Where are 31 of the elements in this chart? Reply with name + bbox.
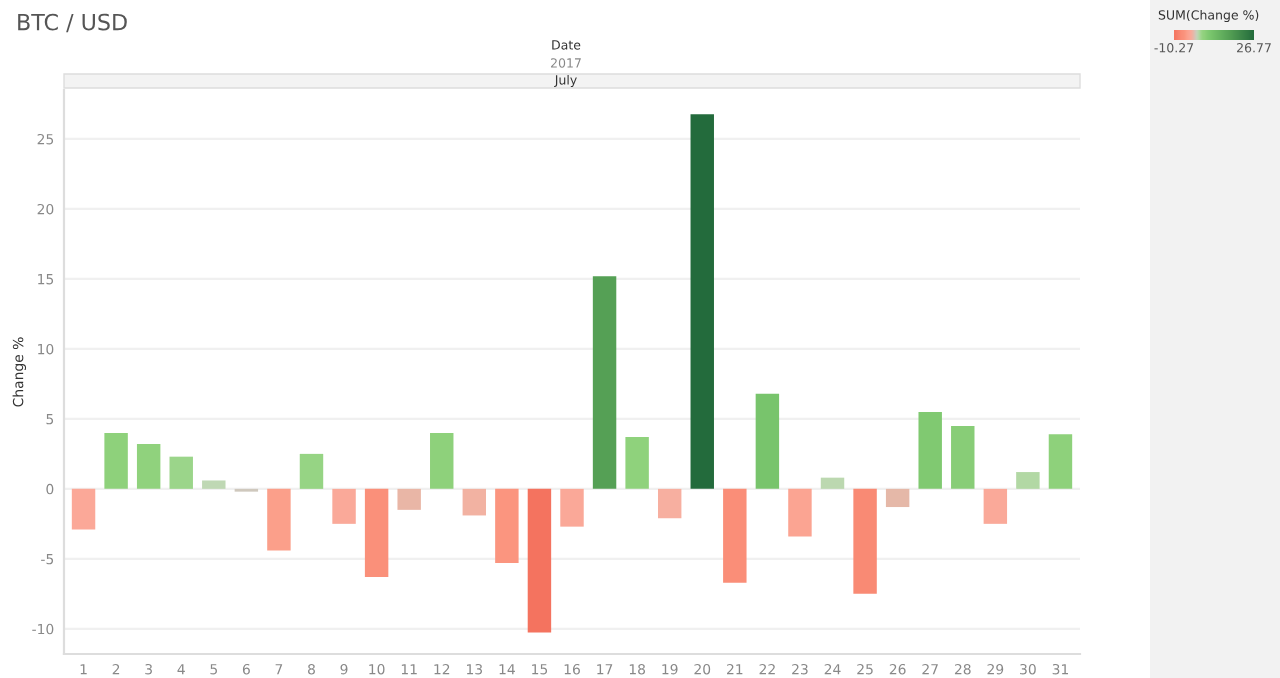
bar [723,488,747,583]
bar [299,453,324,489]
bar [364,488,389,578]
bar [267,488,291,551]
bar [690,114,714,489]
bar [951,425,975,489]
bar [397,488,421,510]
bar [332,488,356,524]
bar [1048,434,1073,489]
bar [71,488,96,530]
bar [202,480,226,489]
bar [527,488,552,633]
bar [1016,472,1040,489]
bar [560,488,584,527]
bar [918,411,942,489]
bar [169,456,193,489]
bar [495,488,519,564]
bar [592,276,617,489]
bar [104,432,128,489]
bar [788,488,812,537]
bar [820,477,845,489]
bar [625,437,649,489]
bar [657,488,682,519]
bar [462,488,487,516]
bar [983,488,1008,524]
bar [885,488,910,508]
bar [755,393,780,489]
chart-title: BTC / USD [18,13,127,33]
bar [136,444,161,489]
bar [430,432,454,489]
bar [853,488,877,594]
